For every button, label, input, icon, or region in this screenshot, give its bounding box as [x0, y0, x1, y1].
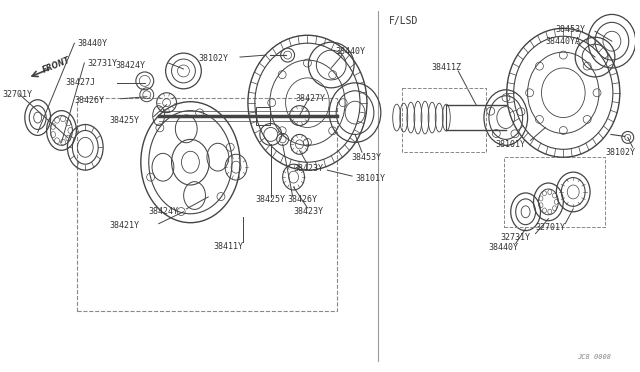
Text: 38421Y: 38421Y	[109, 221, 139, 230]
Text: 38440Y: 38440Y	[335, 46, 365, 56]
Text: 38424Y: 38424Y	[115, 61, 145, 70]
Text: 38440YA: 38440YA	[545, 37, 580, 46]
Text: FRONT: FRONT	[42, 56, 72, 75]
Text: 38440Y: 38440Y	[77, 39, 108, 48]
Text: 38453Y: 38453Y	[556, 25, 586, 34]
Text: 38102Y: 38102Y	[605, 148, 635, 157]
Text: F/LSD: F/LSD	[388, 16, 418, 26]
Text: 38440Y: 38440Y	[488, 243, 518, 252]
Bar	[256, 107, 269, 125]
Text: 38424Y: 38424Y	[148, 207, 179, 216]
Text: 38423Y: 38423Y	[294, 207, 324, 216]
Text: 38427J: 38427J	[65, 78, 95, 87]
Text: 38453Y: 38453Y	[351, 153, 381, 162]
Text: 38426Y: 38426Y	[287, 195, 317, 204]
Text: 38411Y: 38411Y	[213, 242, 243, 251]
Text: 38425Y: 38425Y	[109, 116, 139, 125]
Text: 38101Y: 38101Y	[496, 140, 526, 149]
Text: 38411Z: 38411Z	[431, 64, 461, 73]
Text: 32731Y: 32731Y	[87, 58, 117, 68]
Text: 32701Y: 32701Y	[2, 90, 32, 99]
Text: 38425Y: 38425Y	[256, 195, 286, 204]
Text: 38101Y: 38101Y	[355, 174, 385, 183]
Text: 38427Y: 38427Y	[296, 94, 326, 103]
Text: 38423Y: 38423Y	[294, 164, 324, 173]
Text: 38102Y: 38102Y	[198, 54, 228, 62]
Text: 32731Y: 32731Y	[501, 233, 531, 242]
Text: 38426Y: 38426Y	[74, 96, 104, 105]
Text: JC8 0008: JC8 0008	[577, 353, 611, 360]
Text: 32701Y: 32701Y	[536, 223, 566, 232]
